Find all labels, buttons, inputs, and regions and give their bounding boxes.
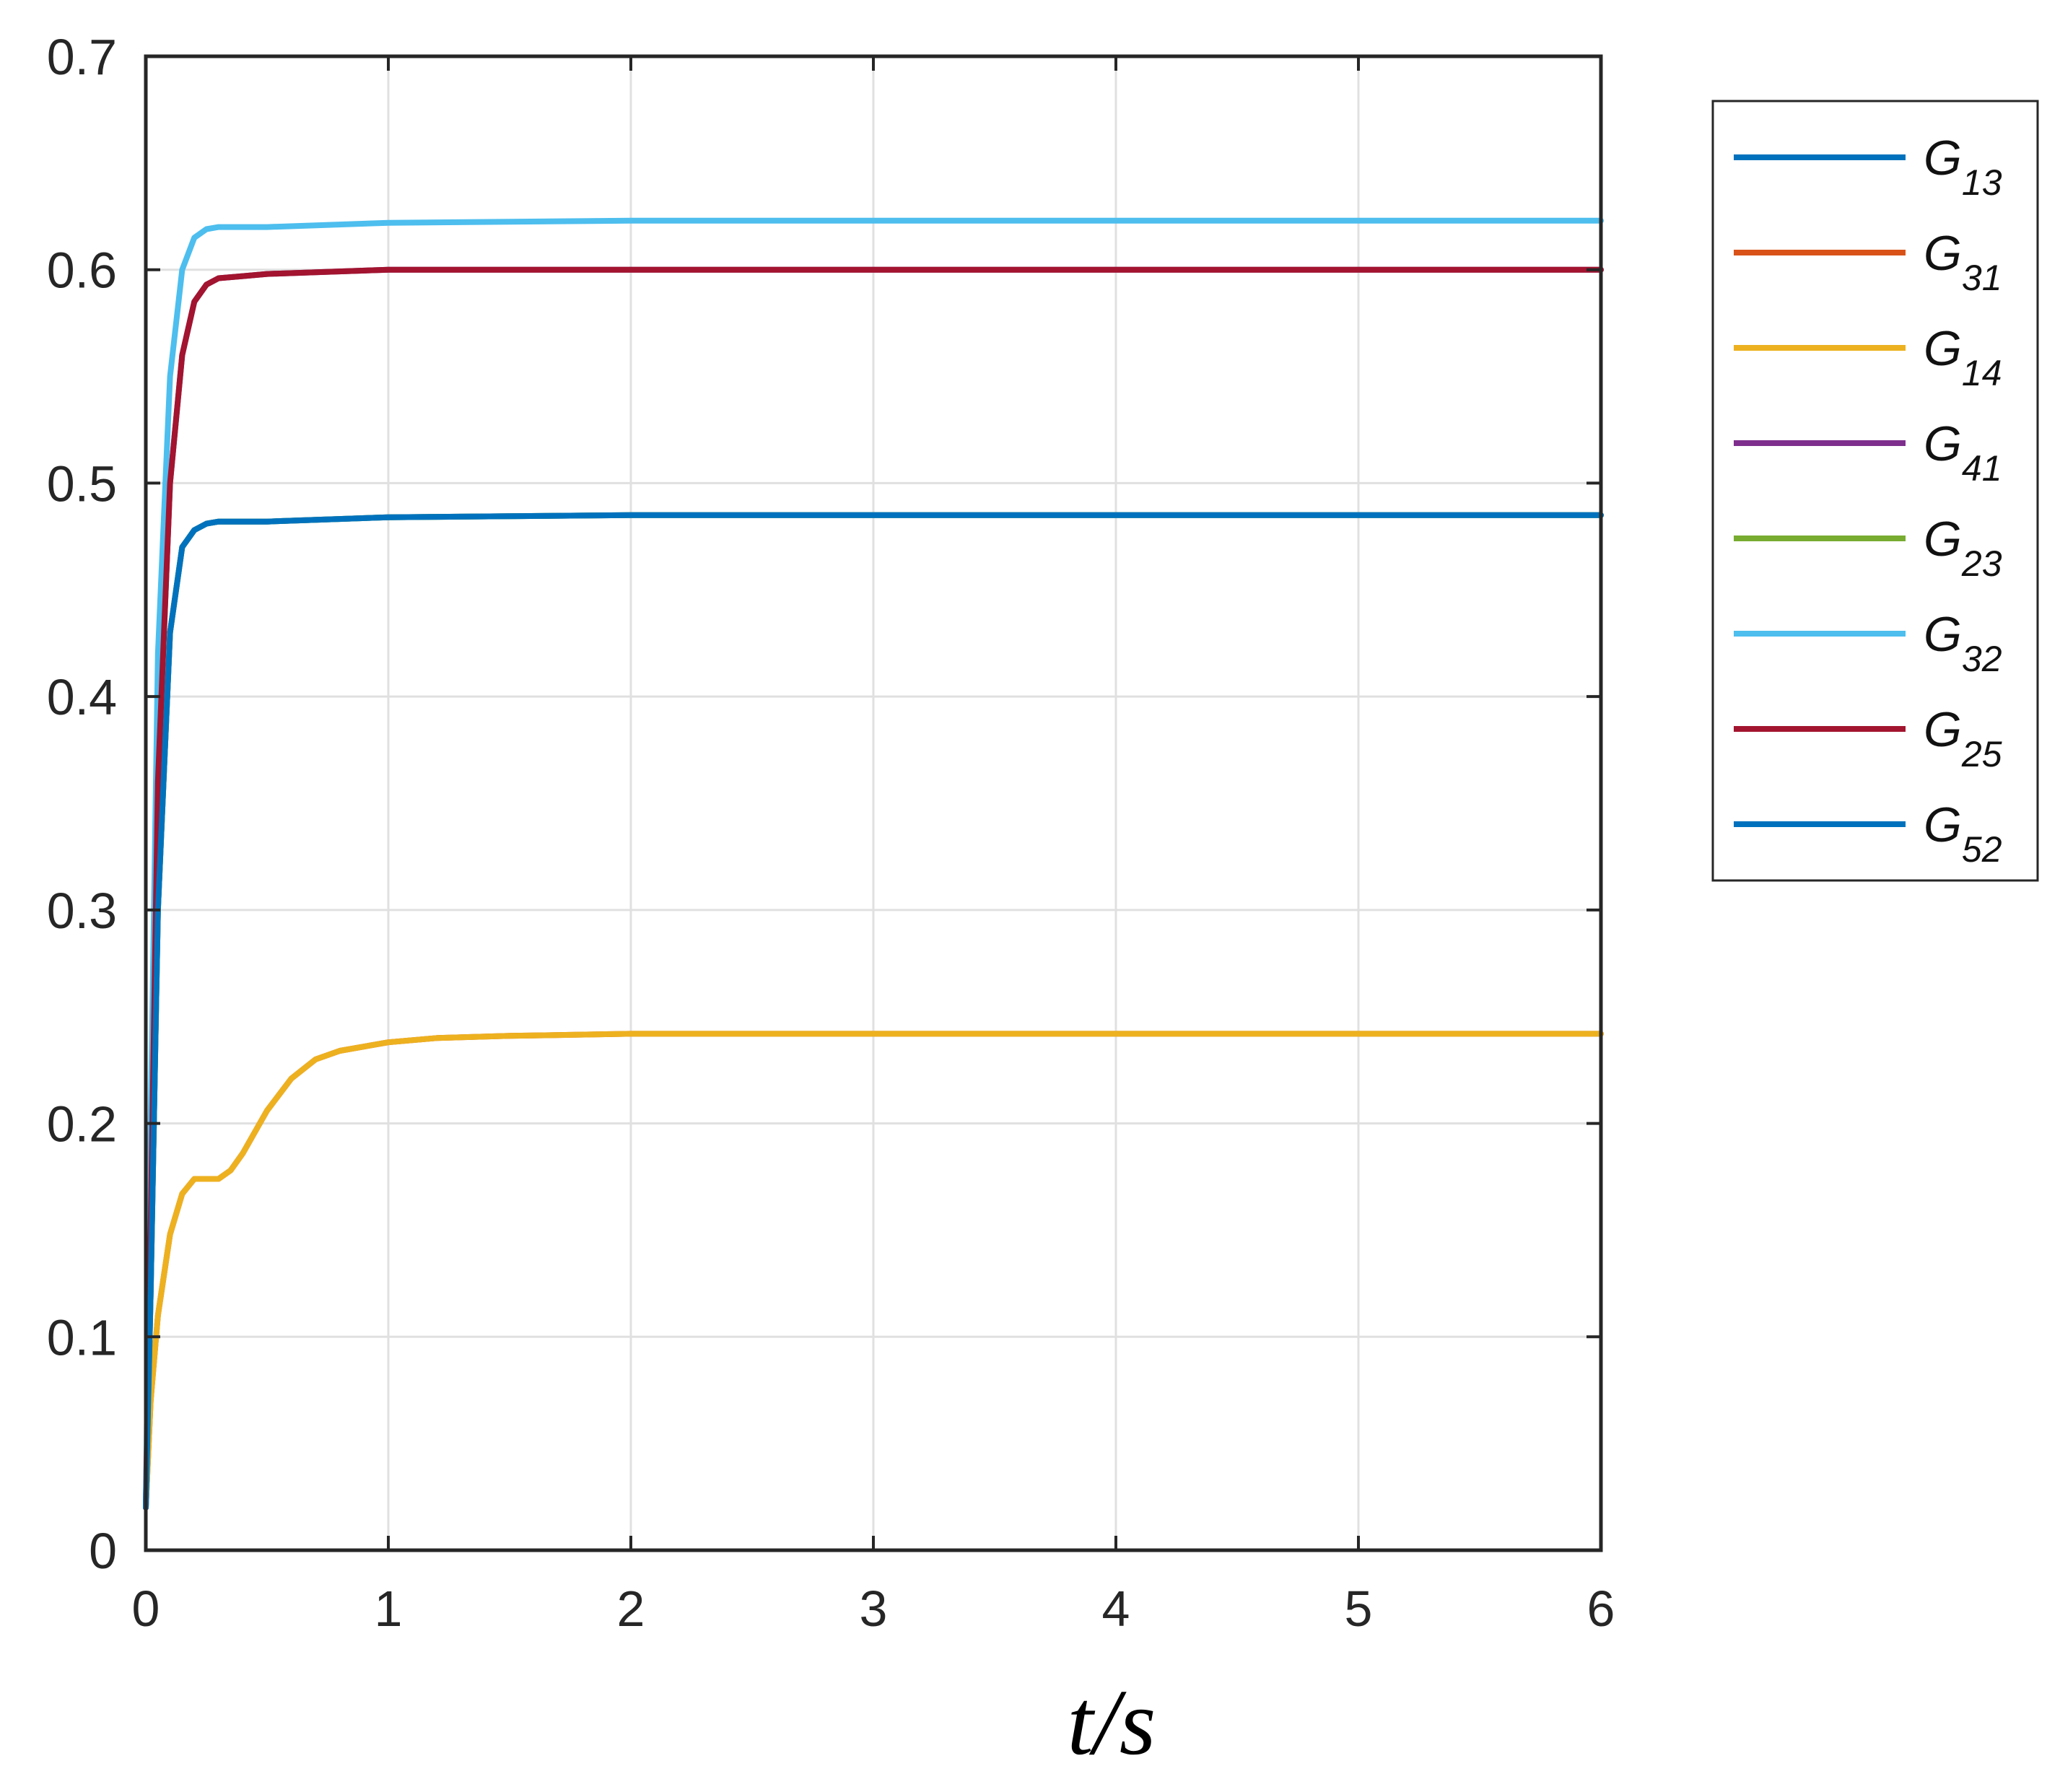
x-tick-label: 2 (617, 1581, 645, 1637)
series-lines (143, 217, 1604, 1511)
legend-label: G14 (1924, 321, 2002, 393)
legend-label-subscript: 13 (1962, 162, 2002, 203)
y-tick-label: 0.3 (47, 883, 117, 939)
x-tick-label: 3 (860, 1581, 888, 1637)
legend-label-main: G (1924, 416, 1962, 471)
x-tick-label: 4 (1102, 1581, 1130, 1637)
x-tick-label: 0 (132, 1581, 160, 1637)
legend-label-main: G (1924, 797, 1962, 852)
legend-label-subscript: 32 (1962, 639, 2002, 679)
legend-label-main: G (1924, 226, 1962, 281)
y-tick-label: 0.2 (47, 1096, 117, 1153)
x-axis-label: t/s (1068, 1671, 1156, 1775)
series-line-G14 (143, 1031, 1604, 1511)
legend-label-main: G (1924, 321, 1962, 376)
legend-label-main: G (1924, 512, 1962, 567)
legend-label: G25 (1924, 702, 2002, 774)
legend-label-subscript: 23 (1961, 543, 2002, 584)
x-tick-label: 1 (375, 1581, 403, 1637)
legend-label-main: G (1924, 131, 1962, 185)
legend-label-main: G (1924, 702, 1962, 757)
legend-label-subscript: 25 (1961, 734, 2002, 774)
series-line-G25 (143, 266, 1604, 1511)
legend-label-subscript: 14 (1962, 353, 2002, 393)
legend-label: G23 (1924, 512, 2002, 584)
y-tick-label: 0.1 (47, 1309, 117, 1365)
y-tick-label: 0.6 (47, 242, 117, 299)
y-axis: 0 0.1 0.2 0.3 0.4 0.5 0.6 0.7 (47, 29, 1601, 1579)
x-tick-label: 6 (1587, 1581, 1615, 1637)
series-line-G32 (143, 217, 1604, 1511)
y-tick-label: 0 (89, 1523, 117, 1579)
legend-label-main: G (1924, 607, 1962, 662)
y-tick-label: 0.5 (47, 455, 117, 512)
x-tick-label: 5 (1345, 1581, 1373, 1637)
legend-label-subscript: 31 (1962, 258, 2002, 298)
legend-box (1711, 100, 2039, 882)
legend-label: G41 (1924, 416, 2002, 489)
x-axis: 0 1 2 3 4 5 6 (132, 56, 1615, 1637)
legend-label: G13 (1924, 131, 2002, 203)
y-tick-label: 0.4 (47, 669, 117, 725)
legend-label: G52 (1924, 797, 2002, 870)
y-tick-label: 0.7 (47, 29, 117, 85)
legend-label-subscript: 41 (1962, 448, 2002, 489)
legend-label: G32 (1924, 607, 2002, 679)
legend-label-subscript: 52 (1962, 829, 2002, 870)
legend-label: G31 (1924, 226, 2002, 298)
